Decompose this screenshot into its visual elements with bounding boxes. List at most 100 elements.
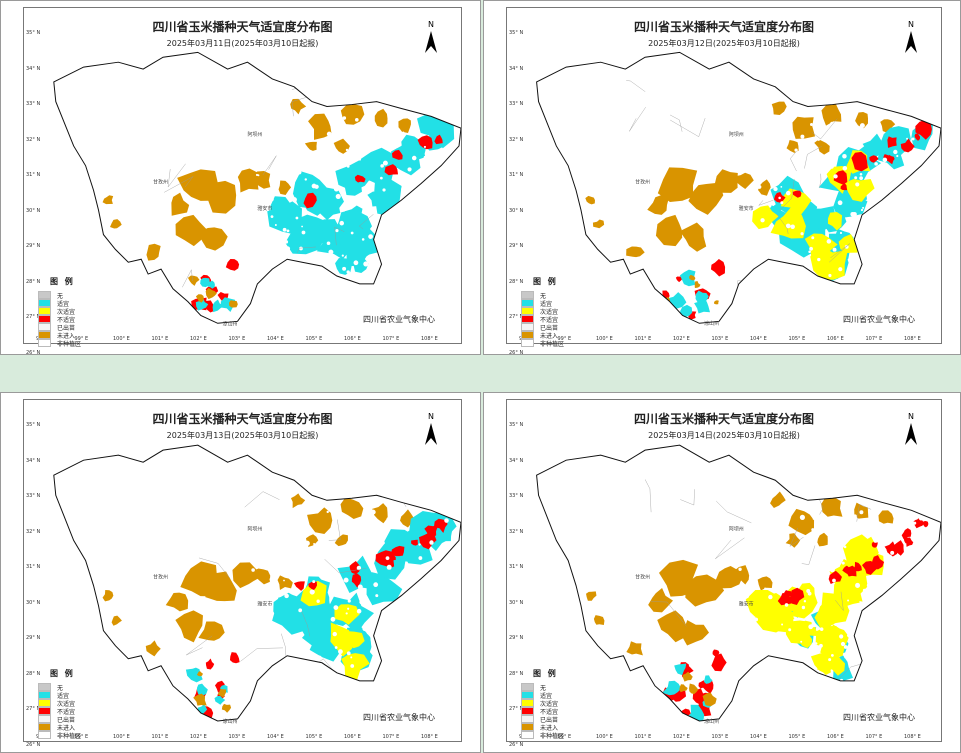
non-planting-speck bbox=[800, 640, 803, 643]
legend-swatch bbox=[521, 723, 534, 731]
non-planting-speck bbox=[882, 550, 886, 554]
unsuitable-region bbox=[225, 259, 240, 271]
non-planting-speck bbox=[751, 273, 753, 276]
legend-label: 非种植区 bbox=[57, 340, 82, 348]
non-planting-speck bbox=[423, 145, 427, 149]
non-planting-speck bbox=[875, 224, 881, 230]
longitude-label: 105° E bbox=[788, 734, 806, 740]
non-planting-speck bbox=[889, 651, 892, 654]
county-boundary bbox=[669, 114, 683, 132]
legend-item: 次适宜 bbox=[38, 307, 81, 316]
sub-suitable-region bbox=[844, 178, 875, 202]
non-planting-speck bbox=[766, 157, 769, 160]
non-planting-speck bbox=[879, 640, 882, 643]
not-entered-region bbox=[198, 621, 225, 641]
non-planting-speck bbox=[312, 580, 316, 584]
non-planting-speck bbox=[433, 151, 436, 155]
non-planting-speck bbox=[847, 599, 850, 602]
non-planting-speck bbox=[775, 529, 778, 532]
longitude-label: 107° E bbox=[382, 734, 400, 740]
longitude-label: 105° E bbox=[305, 734, 323, 740]
not-entered-region bbox=[694, 281, 701, 289]
non-planting-speck bbox=[773, 256, 776, 260]
non-planting-speck bbox=[269, 197, 274, 202]
non-planting-speck bbox=[321, 274, 326, 280]
non-planting-speck bbox=[909, 253, 914, 258]
non-planting-speck bbox=[277, 540, 282, 545]
unsuitable-region bbox=[391, 149, 403, 160]
longitude-label: 105° E bbox=[305, 336, 323, 342]
suitable-region bbox=[833, 187, 868, 219]
non-planting-speck bbox=[250, 528, 255, 534]
not-entered-region bbox=[102, 195, 114, 205]
non-planting-speck bbox=[297, 141, 302, 147]
legend-item: 已出苗 bbox=[38, 323, 81, 332]
longitude-label: 102° E bbox=[190, 336, 207, 342]
non-planting-speck bbox=[924, 579, 929, 584]
non-planting-speck bbox=[346, 651, 351, 656]
map-subtitle: 2025年03月14日(2025年03月10日起报) bbox=[648, 431, 800, 440]
sub-suitable-region bbox=[745, 590, 782, 626]
not-entered-region bbox=[217, 688, 227, 698]
non-planting-speck bbox=[333, 186, 340, 192]
legend-label: 次适宜 bbox=[57, 308, 76, 316]
non-planting-speck bbox=[390, 217, 394, 222]
legend-title: 图 例 bbox=[50, 669, 75, 678]
longitude-label: 108° E bbox=[421, 336, 438, 342]
non-planting-speck bbox=[903, 592, 909, 598]
region-label: 凉山州 bbox=[704, 718, 719, 725]
non-planting-speck bbox=[801, 605, 806, 610]
not-entered-region bbox=[304, 141, 317, 151]
non-planting-speck bbox=[320, 168, 326, 174]
suitable-region bbox=[185, 667, 203, 683]
non-planting-speck bbox=[321, 668, 325, 671]
non-planting-speck bbox=[878, 651, 882, 655]
not-entered-region bbox=[714, 300, 719, 305]
legend-swatch bbox=[521, 699, 534, 707]
non-planting-speck bbox=[435, 627, 441, 633]
non-planting-speck bbox=[871, 670, 876, 675]
non-planting-speck bbox=[787, 271, 792, 276]
non-planting-speck bbox=[418, 543, 421, 546]
suitable-region bbox=[694, 297, 710, 314]
not-entered-region bbox=[592, 219, 605, 229]
non-planting-speck bbox=[262, 518, 265, 521]
county-boundary bbox=[680, 489, 695, 506]
non-planting-speck bbox=[289, 277, 293, 280]
province-boundary bbox=[536, 444, 941, 722]
not-entered-region bbox=[880, 119, 896, 134]
non-planting-speck bbox=[419, 197, 422, 200]
non-planting-speck bbox=[910, 643, 914, 647]
non-planting-speck bbox=[418, 228, 422, 233]
non-planting-speck bbox=[441, 641, 445, 646]
non-planting-speck bbox=[444, 518, 449, 523]
non-planting-speck bbox=[448, 210, 454, 216]
non-planting-speck bbox=[258, 654, 263, 660]
latitude-label: 35° N bbox=[509, 30, 524, 36]
not-entered-region bbox=[205, 287, 217, 300]
non-planting-speck bbox=[408, 656, 412, 660]
county-boundary bbox=[626, 80, 646, 92]
non-planting-speck bbox=[769, 252, 772, 255]
non-planting-speck bbox=[286, 668, 291, 674]
not-entered-region bbox=[290, 493, 306, 509]
legend-label: 非种植区 bbox=[57, 732, 82, 740]
not-entered-region bbox=[177, 169, 219, 201]
non-planting-speck bbox=[301, 230, 306, 235]
non-planting-speck bbox=[338, 649, 343, 655]
map-title: 四川省玉米播种天气适宜度分布图 bbox=[152, 20, 333, 34]
unsuitable-region bbox=[711, 653, 727, 672]
unsuitable-region bbox=[434, 134, 443, 145]
non-planting-speck bbox=[819, 643, 823, 648]
legend-item: 无 bbox=[521, 291, 564, 300]
non-planting-speck bbox=[326, 510, 329, 514]
non-planting-speck bbox=[927, 652, 932, 657]
non-planting-speck bbox=[859, 510, 864, 515]
non-planting-speck bbox=[744, 593, 750, 599]
longitude-label: 107° E bbox=[865, 336, 883, 342]
suitable-region bbox=[674, 663, 687, 676]
latitude-label: 26° N bbox=[509, 741, 524, 748]
county-boundary bbox=[867, 678, 881, 713]
non-planting-speck bbox=[833, 174, 838, 179]
province-boundary bbox=[536, 51, 941, 324]
